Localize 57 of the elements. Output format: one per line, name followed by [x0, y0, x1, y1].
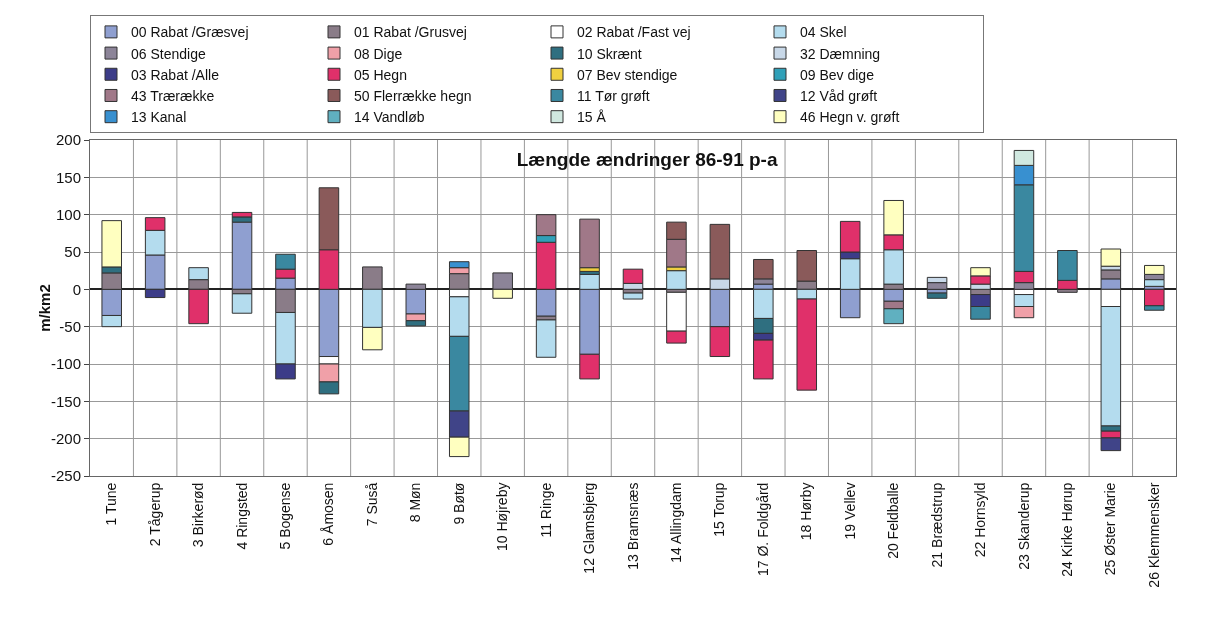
legend-label: 04 Skel	[800, 24, 847, 41]
text: Længde ændringer 86-91 p-a	[516, 149, 778, 171]
legend-label: 43 Trærække	[131, 87, 215, 104]
x-tick-label: 6 Åmosen	[320, 482, 337, 546]
y-tick-label: -100	[50, 355, 81, 373]
y-axis-title: m/km2	[36, 284, 53, 332]
legend-label: 08 Dige	[354, 45, 403, 62]
y-tick-label: 50	[64, 243, 81, 261]
legend-label: 15 Å	[577, 109, 607, 126]
y-tick-label: -250	[50, 467, 81, 485]
legend-label: 12 Våd grøft	[800, 87, 878, 104]
x-tick-label: 15 Torup	[711, 482, 728, 537]
x-tick-label: 9 Bøtø	[450, 482, 467, 525]
x-tick-label: 26 Klemmensker	[1145, 482, 1162, 588]
y-tick-label: -50	[59, 317, 81, 335]
x-tick-label: 22 Hornsyld	[972, 482, 989, 558]
y-tick-label: -150	[50, 392, 81, 410]
legend-label: 02 Rabat /Fast vej	[577, 24, 691, 41]
legend-label: 46 Hegn v. grøft	[800, 109, 900, 126]
x-tick-label: 7 Suså	[363, 482, 380, 527]
legend-label: 05 Hegn	[354, 66, 407, 83]
x-tick-label: 21 Brædstrup	[928, 482, 945, 568]
x-tick-label: 14 Allingdam	[667, 482, 684, 563]
legend-label: 50 Flerrække hegn	[354, 87, 472, 104]
y-tick-label: 150	[55, 168, 81, 186]
x-tick-label: 10 Højreby	[494, 482, 511, 552]
x-tick-label: 19 Vellev	[841, 482, 858, 540]
x-tick-label: 18 Hørby	[798, 482, 815, 541]
x-tick-label: 20 Feldballe	[885, 482, 902, 559]
legend-label: 03 Rabat /Alle	[131, 66, 220, 83]
y-tick-label: 0	[72, 280, 81, 298]
y-tick-label: -200	[50, 429, 81, 447]
legend-label: 07 Bev stendige	[577, 66, 678, 83]
y-tick-label: 100	[55, 205, 81, 223]
y-tick-label: 200	[55, 131, 81, 149]
x-tick-label: 1 Tune	[103, 482, 120, 526]
x-tick-label: 24 Kirke Hørup	[1058, 482, 1075, 577]
x-tick-label: 5 Bogense	[277, 482, 294, 550]
x-tick-label: 3 Birkerød	[190, 482, 207, 548]
legend-label: 14 Vandløb	[354, 109, 425, 126]
x-tick-label: 25 Øster Marie	[1102, 482, 1119, 576]
legend-label: 11 Tør grøft	[577, 87, 650, 104]
x-tick-label: 4 Ringsted	[233, 482, 250, 550]
x-tick-label: 11 Ringe	[537, 482, 554, 538]
x-tick-label: 23 Skanderup	[1015, 482, 1032, 570]
legend-label: 06 Stendige	[131, 45, 206, 62]
legend-label: 09 Bev dige	[800, 66, 875, 83]
x-tick-label: 2 Tågerup	[146, 482, 163, 547]
legend-label: 01 Rabat /Grusvej	[354, 24, 467, 41]
legend-label: 32 Dæmning	[800, 45, 881, 62]
legend-label: 13 Kanal	[131, 109, 187, 126]
x-tick-label: 13 Bramsnæs	[624, 482, 641, 570]
legend-label: 00 Rabat /Græsvej	[131, 24, 249, 41]
x-tick-label: 12 Glamsbjerg	[581, 482, 598, 574]
x-tick-label: 17 Ø. Foldgård	[754, 482, 771, 576]
legend-label: 10 Skrænt	[577, 45, 642, 62]
x-tick-label: 8 Møn	[407, 482, 424, 523]
